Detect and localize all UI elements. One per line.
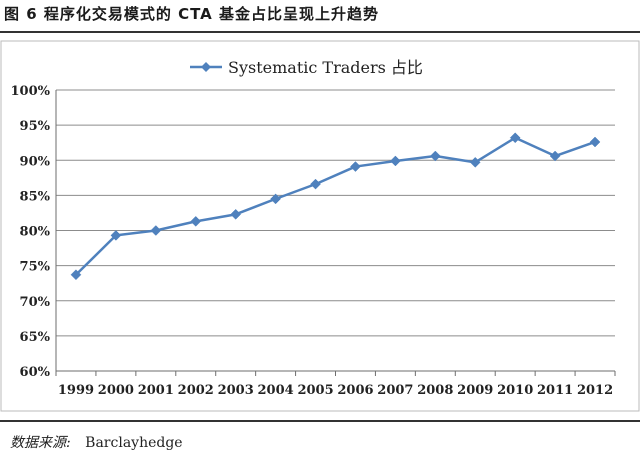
y-tick-label: 70% — [20, 295, 51, 310]
source-note: 数据来源: Barclayhedge — [10, 432, 183, 452]
y-tick-label: 60% — [20, 365, 51, 380]
x-tick-label: 2000 — [98, 383, 134, 398]
x-tick-label: 2008 — [417, 383, 453, 398]
x-tick-label: 2005 — [297, 383, 333, 398]
legend-label: Systematic Traders 占比 — [228, 58, 423, 77]
chart-container: Systematic Traders 占比 60% 65% 70% 75% 80% 85%… — [0, 40, 640, 412]
x-tick-label: 2010 — [497, 383, 533, 398]
x-tick-label: 2012 — [577, 383, 613, 398]
line-chart: Systematic Traders 占比 60% 65% 70% 75% 80% 85%… — [0, 40, 640, 412]
x-tick-label: 1999 — [58, 383, 94, 398]
series-line — [75, 136, 596, 276]
y-tick-label: 65% — [20, 330, 51, 345]
legend: Systematic Traders 占比 — [190, 58, 423, 77]
data-point — [509, 132, 521, 144]
source-label: 数据来源: — [10, 435, 71, 451]
data-point — [230, 208, 242, 220]
x-tick-label: 2009 — [457, 383, 493, 398]
y-tick-label: 75% — [20, 260, 51, 275]
y-tick-label: 80% — [20, 225, 51, 240]
footer-divider — [0, 420, 640, 422]
data-point — [70, 269, 82, 281]
data-point — [469, 157, 481, 168]
data-point — [270, 193, 281, 205]
title-divider — [0, 31, 640, 33]
x-tick-label: 2002 — [178, 383, 214, 398]
x-tick-label: 2011 — [537, 383, 573, 398]
x-tick-label: 2004 — [258, 383, 294, 398]
x-tick-label: 2007 — [377, 383, 413, 398]
data-point — [150, 225, 162, 236]
data-point — [310, 178, 321, 190]
y-tick-label: 85% — [20, 189, 51, 204]
x-tick-label: 2006 — [337, 383, 373, 398]
data-point — [429, 150, 441, 162]
y-tick-labels: 60% 65% 70% 75% 80% 85% 90% 95% 100% — [11, 84, 51, 380]
data-point — [350, 161, 361, 172]
data-point — [190, 216, 202, 227]
data-point — [549, 150, 561, 162]
data-point — [589, 136, 601, 148]
axes — [55, 90, 616, 376]
series-group — [70, 132, 601, 281]
y-tick-label: 95% — [20, 119, 51, 134]
chart-border — [0, 40, 640, 412]
data-point — [390, 155, 401, 167]
figure-title: 图 6 程序化交易模式的 CTA 基金占比呈现上升趋势 — [4, 5, 380, 23]
x-tick-label: 2001 — [138, 383, 174, 398]
x-tick-label: 2003 — [218, 383, 254, 398]
y-tick-label: 90% — [20, 154, 51, 169]
source-value: Barclayhedge — [85, 435, 183, 451]
legend-marker-icon — [201, 62, 211, 72]
x-tick-labels: 1999 2000 2001 2002 2003 2004 2005 2006 2007 2008… — [58, 383, 613, 398]
data-point — [110, 230, 122, 241]
y-tick-label: 100% — [11, 84, 51, 99]
